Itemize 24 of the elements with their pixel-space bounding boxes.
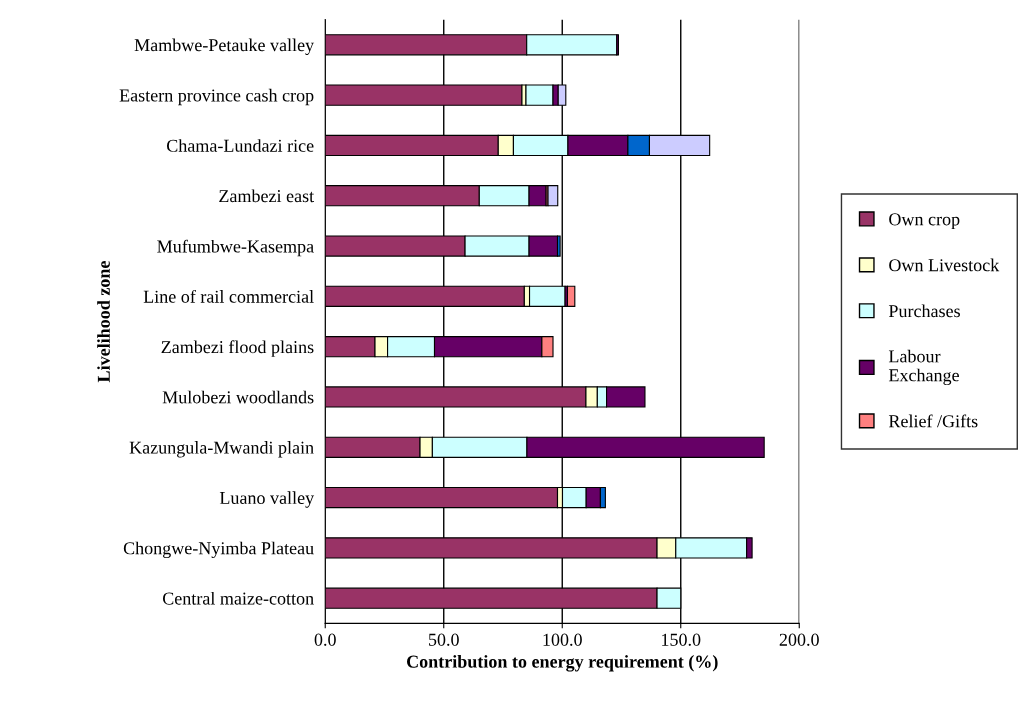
legend-label: Labour Exchange bbox=[888, 349, 959, 386]
x-tick-label: 50.0 bbox=[429, 633, 459, 646]
y-tick-label: Zambezi flood plains bbox=[161, 340, 314, 357]
y-tick-label: Luano valley bbox=[219, 491, 315, 508]
y-tick-label: Eastern province cash crop bbox=[119, 88, 314, 106]
y-axis-title: Livelihood zone bbox=[97, 261, 110, 383]
x-tick-label: 100.0 bbox=[543, 633, 582, 646]
y-tick-label: Zambezi east bbox=[219, 189, 315, 203]
x-axis-title: Contribution to energy requirement (%) bbox=[406, 655, 718, 672]
x-tick-label: 200.0 bbox=[779, 633, 819, 646]
y-tick-label: Central maize-cotton bbox=[162, 591, 314, 605]
y-tick-label: Chongwe-Nyimba Plateau bbox=[123, 541, 314, 559]
y-tick-label: Mambwe-Petauke valley bbox=[134, 38, 315, 55]
legend-label: Relief /Gifts bbox=[888, 414, 978, 428]
legend-label: Own Livestock bbox=[889, 258, 1000, 272]
y-tick-label: Chama-Lundazi rice bbox=[166, 139, 314, 152]
y-tick-label: Mufumbwe-Kasempa bbox=[157, 239, 314, 257]
x-tick-label: 0.0 bbox=[314, 633, 336, 646]
y-tick-label: Line of rail commercial bbox=[143, 289, 314, 303]
y-tick-label: Kazungula-Mwandi plain bbox=[129, 441, 314, 458]
x-tick-label: 150.0 bbox=[662, 633, 701, 646]
legend-label: Own crop bbox=[889, 213, 960, 230]
y-tick-label: Mulobezi woodlands bbox=[162, 390, 314, 404]
legend-label: Purchases bbox=[888, 304, 960, 318]
